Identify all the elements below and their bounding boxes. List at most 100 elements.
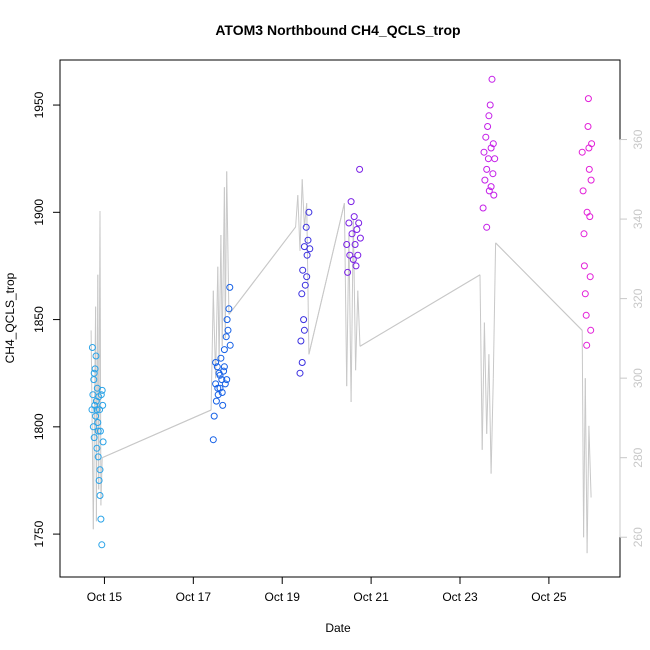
data-point: [346, 251, 354, 259]
data-point: [99, 438, 107, 446]
data-point: [479, 204, 487, 212]
secondary-trace-segment: [306, 203, 310, 355]
data-point: [481, 176, 489, 184]
secondary-trace-segment: [348, 234, 352, 403]
data-point: [587, 176, 595, 184]
data-point: [223, 316, 231, 324]
y-axis-right: 260 280 300 320 340 360: [619, 129, 645, 547]
data-point: [587, 326, 595, 334]
data-point: [298, 290, 306, 298]
data-point: [298, 359, 306, 366]
secondary-trace-segment: [490, 378, 494, 474]
data-point: [92, 352, 100, 360]
data-point: [216, 384, 224, 392]
y-tick-label: 1850: [32, 306, 46, 333]
data-point: [96, 427, 104, 435]
y-axis-left: 1750 1800 1850 1900 1950: [32, 91, 61, 547]
x-tick-label: Oct 25: [531, 590, 567, 604]
secondary-trace-segment: [215, 266, 219, 379]
y2-tick-label: 340: [631, 209, 645, 229]
data-point: [584, 123, 592, 130]
data-point: [214, 384, 222, 392]
secondary-connector-line: [101, 409, 212, 459]
data-point: [94, 453, 102, 461]
secondary-connector-line: [308, 203, 345, 355]
secondary-trace-segment: [588, 425, 592, 498]
data-point: [296, 369, 304, 377]
data-point: [92, 412, 100, 420]
data-point: [489, 170, 497, 178]
secondary-trace-segment: [486, 354, 490, 434]
data-point: [347, 198, 355, 206]
data-point: [90, 434, 98, 442]
data-point: [98, 541, 106, 549]
secondary-trace-segment: [357, 290, 361, 347]
data-point: [356, 165, 364, 173]
data-point: [89, 423, 97, 431]
data-point: [586, 213, 594, 221]
data-point: [93, 444, 101, 452]
plot-frame: [59, 59, 621, 578]
data-point: [219, 401, 227, 409]
data-point: [483, 165, 491, 173]
data-point: [95, 477, 103, 484]
data-point: [220, 363, 228, 371]
secondary-trace-segment: [226, 171, 230, 315]
x-tick-label: Oct 23: [442, 590, 478, 604]
data-point: [351, 241, 359, 248]
x-tick-label: Oct 21: [353, 590, 389, 604]
chart-title: ATOM3 Northbound CH4_QCLS_trop: [215, 22, 460, 38]
secondary-trace-segment: [581, 330, 585, 538]
secondary-trace-segment: [99, 211, 102, 506]
secondary-trace-segment: [224, 171, 228, 339]
data-point: [305, 208, 313, 216]
data-point: [349, 256, 357, 263]
data-point: [352, 262, 360, 270]
secondary-trace-segment: [583, 378, 586, 538]
data-point: [303, 273, 311, 281]
data-point: [354, 251, 362, 259]
data-point: [302, 223, 310, 231]
secondary-trace-segment: [210, 290, 214, 411]
data-point: [350, 213, 358, 221]
data-point: [580, 230, 588, 238]
data-point: [212, 359, 220, 366]
x-tick-label: Oct 15: [87, 590, 123, 604]
secondary-trace-segment: [295, 195, 299, 228]
data-point: [93, 406, 101, 414]
data-point: [344, 268, 352, 276]
data-point: [213, 363, 221, 371]
data-point: [226, 283, 234, 291]
data-point: [99, 401, 107, 409]
data-point: [216, 371, 224, 379]
data-point: [94, 419, 102, 426]
y-tick-label: 1950: [32, 91, 46, 118]
data-point: [297, 337, 305, 345]
data-point: [485, 112, 493, 120]
y2-tick-label: 320: [631, 288, 645, 308]
data-point: [480, 148, 488, 156]
secondary-trace-segment: [483, 322, 488, 434]
data-point: [91, 401, 99, 409]
data-point: [580, 262, 588, 270]
secondary-trace-segment: [221, 187, 225, 347]
secondary-connector-line: [359, 274, 481, 347]
data-point: [91, 365, 99, 373]
secondary-trace-segment: [492, 242, 497, 379]
data-point: [490, 191, 498, 199]
data-point: [356, 234, 364, 242]
y2-tick-label: 280: [631, 447, 645, 467]
data-points-layer: [88, 75, 596, 549]
data-point: [487, 183, 495, 191]
data-point: [218, 376, 226, 384]
data-point: [345, 219, 353, 227]
data-point: [483, 223, 491, 231]
y2-tick-label: 300: [631, 368, 645, 388]
data-point: [97, 515, 105, 523]
data-point: [353, 226, 361, 233]
x-axis-label: Date: [325, 621, 351, 635]
data-point: [486, 101, 494, 109]
data-point: [584, 95, 592, 103]
secondary-trace-segment: [299, 179, 303, 251]
